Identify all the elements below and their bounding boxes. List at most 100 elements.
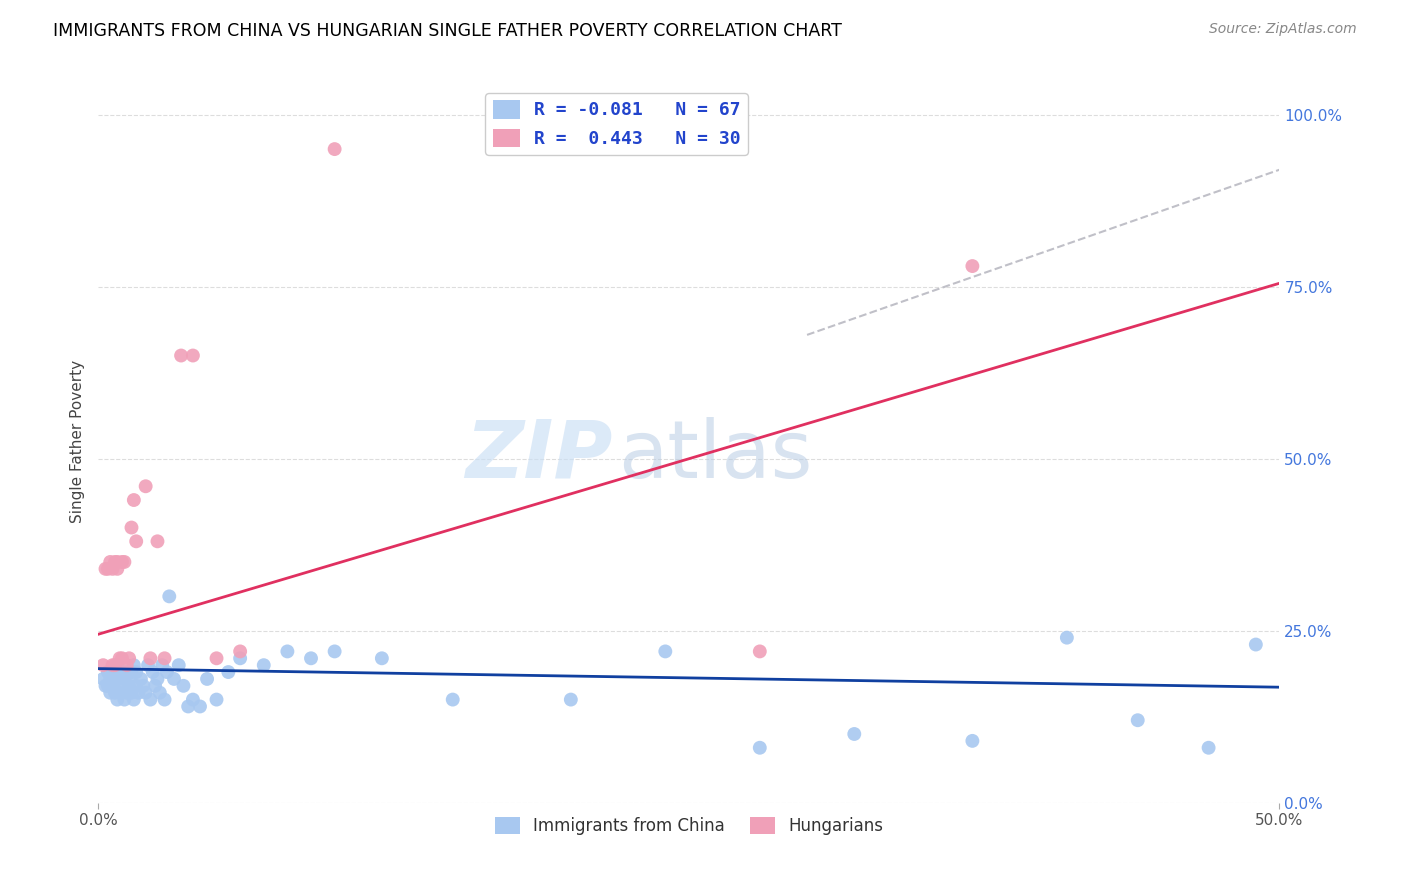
Text: atlas: atlas [619,417,813,495]
Point [654,644,676,658]
Point [125,665,148,679]
Point [172,679,194,693]
Point [108,651,131,665]
Point [188,699,211,714]
Point [195,672,218,686]
Point [153,651,176,665]
Point [111,679,134,693]
Point [115,686,138,700]
Point [118,679,141,693]
Point [146,534,169,549]
Text: ZIP: ZIP [465,417,612,495]
Point [163,672,186,686]
Point [441,692,464,706]
Point [111,665,134,679]
Point [1126,713,1149,727]
Point [125,679,148,693]
Point [115,665,138,679]
Point [371,651,394,665]
Point [98,686,121,700]
Point [104,686,127,700]
Text: Source: ZipAtlas.com: Source: ZipAtlas.com [1209,22,1357,37]
Point [229,651,252,665]
Point [111,555,134,569]
Point [276,644,298,658]
Point [153,692,176,706]
Point [112,692,135,706]
Y-axis label: Single Father Poverty: Single Father Poverty [70,360,86,523]
Point [139,651,162,665]
Point [156,665,179,679]
Point [962,259,984,273]
Point [844,727,866,741]
Point [205,692,228,706]
Point [108,686,131,700]
Point [748,644,770,658]
Point [149,686,172,700]
Point [112,672,135,686]
Point [1198,740,1220,755]
Point [94,562,117,576]
Point [97,665,120,679]
Point [104,658,127,673]
Point [122,658,145,673]
Point [146,672,169,686]
Point [181,692,204,706]
Point [112,555,135,569]
Point [98,672,121,686]
Point [115,658,138,673]
Point [132,679,155,693]
Point [177,699,200,714]
Point [135,479,157,493]
Point [97,679,120,693]
Point [139,692,162,706]
Point [104,672,127,686]
Point [105,562,128,576]
Point [167,658,190,673]
Point [748,740,770,755]
Point [122,493,145,508]
Point [136,658,159,673]
Point [97,562,120,576]
Point [94,679,117,693]
Legend: Immigrants from China, Hungarians: Immigrants from China, Hungarians [488,810,890,841]
Point [129,672,152,686]
Point [323,142,346,156]
Point [105,555,128,569]
Point [122,692,145,706]
Point [143,679,166,693]
Point [105,658,128,673]
Point [229,644,252,658]
Point [128,686,150,700]
Point [121,686,143,700]
Point [101,679,124,693]
Point [1244,638,1267,652]
Point [104,555,127,569]
Point [101,562,124,576]
Point [150,658,173,673]
Point [217,665,239,679]
Point [560,692,582,706]
Point [118,672,141,686]
Point [323,644,346,658]
Point [121,520,143,534]
Point [105,692,128,706]
Point [101,665,124,679]
Point [962,734,984,748]
Point [135,686,157,700]
Point [1056,631,1078,645]
Point [299,651,322,665]
Point [205,651,228,665]
Point [101,658,124,673]
Point [253,658,276,673]
Point [108,672,131,686]
Text: IMMIGRANTS FROM CHINA VS HUNGARIAN SINGLE FATHER POVERTY CORRELATION CHART: IMMIGRANTS FROM CHINA VS HUNGARIAN SINGL… [53,22,842,40]
Point [125,534,148,549]
Point [170,349,193,363]
Point [98,555,121,569]
Point [91,672,114,686]
Point [142,665,165,679]
Point [91,658,114,673]
Point [181,349,204,363]
Point [111,651,134,665]
